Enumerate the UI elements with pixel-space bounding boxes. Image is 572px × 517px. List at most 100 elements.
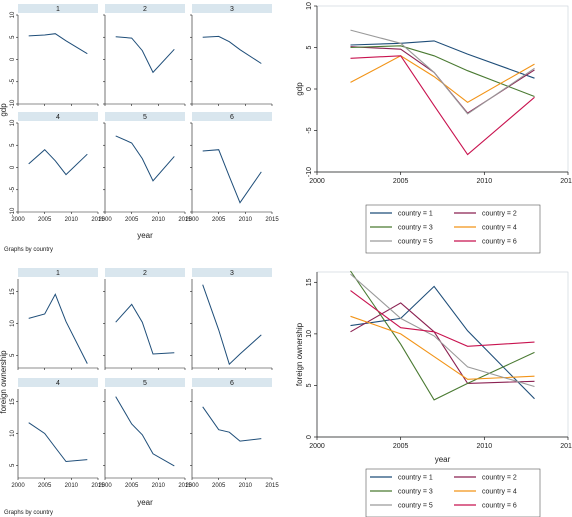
series-line-country-1 — [350, 285, 535, 400]
legend-label: country = 1 — [398, 475, 433, 482]
series-line-country-5 — [350, 273, 535, 388]
panel-header — [18, 378, 98, 387]
x-tick-label: 2015 — [265, 483, 279, 489]
x-tick-label: 2005 — [38, 483, 52, 489]
legend: country = 1 country = 2 country = 3 country… — [365, 468, 541, 517]
x-tick-label: 2000 — [309, 443, 325, 450]
x-tick-label: 2005 — [393, 178, 409, 185]
overlay-chart-3: 0 5 10 15 foreign ownership 2000 2005 2010 2015 y… — [295, 270, 572, 517]
legend-label: country = 5 — [398, 503, 433, 510]
y-tick-label: 10 — [10, 11, 16, 18]
x-tick-label: 2010 — [239, 217, 253, 223]
x-tick-label: 2015 — [560, 178, 572, 185]
x-tick-label: 2005 — [125, 217, 139, 223]
series-line-country-3 — [202, 35, 262, 64]
x-tick-label: 2005 — [212, 217, 226, 223]
y-axis-label: gdp — [295, 82, 304, 96]
legend: country = 1 country = 2 country = 3 country… — [365, 204, 541, 254]
x-tick-label: 2000 — [185, 217, 199, 223]
panel-title: 3 — [230, 270, 234, 277]
panel-header — [192, 378, 272, 387]
y-tick-label: -10 — [10, 99, 16, 108]
y-axis-label: foreign ownership — [0, 350, 8, 414]
panel-header — [105, 378, 185, 387]
x-axis-label: year — [435, 455, 451, 464]
x-tick-label: 2000 — [11, 217, 25, 223]
x-tick-label: 2000 — [98, 483, 112, 489]
panel-title: 2 — [143, 270, 147, 277]
small-multiples-0: 1 -10 -5 0 5 10 2 3 4 -10 -5 0 5 10 2000 2005 2010 2015 5 2… — [0, 4, 279, 253]
x-tick-label: 2000 — [11, 483, 25, 489]
series-line-country-6 — [202, 406, 262, 442]
legend-label: country = 4 — [482, 225, 517, 232]
series-line-country-6 — [202, 149, 262, 204]
series-line-country-2 — [115, 303, 175, 355]
y-axis-label: foreign ownership — [295, 322, 304, 386]
y-tick-label: 0 — [10, 165, 16, 169]
series-line-country-4 — [350, 55, 535, 103]
x-tick-label: 2010 — [65, 483, 79, 489]
x-tick-label: 2015 — [178, 483, 192, 489]
y-tick-label: -10 — [306, 167, 313, 177]
note-text: Graphs by country — [4, 510, 53, 516]
y-tick-label: 5 — [10, 35, 16, 39]
x-tick-label: 2015 — [91, 217, 105, 223]
x-tick-label: 2005 — [38, 217, 52, 223]
x-axis-label: year — [137, 498, 153, 507]
x-tick-label: 2015 — [91, 483, 105, 489]
x-tick-label: 2010 — [477, 178, 493, 185]
x-tick-label: 2010 — [239, 483, 253, 489]
y-tick-label: 5 — [10, 353, 16, 357]
y-tick-label: 10 — [10, 430, 16, 437]
y-tick-label: 5 — [306, 383, 313, 387]
series-line-country-5 — [115, 396, 175, 467]
y-tick-label: -5 — [10, 78, 16, 84]
x-tick-label: 2000 — [185, 483, 199, 489]
legend-label: country = 2 — [482, 475, 517, 482]
note-text: Graphs by country — [4, 247, 53, 253]
x-tick-label: 2000 — [98, 217, 112, 223]
series-line-country-4 — [28, 422, 88, 463]
legend-label: country = 1 — [398, 211, 433, 218]
legend-box — [365, 468, 541, 517]
y-tick-label: 10 — [10, 320, 16, 327]
legend-label: country = 3 — [398, 225, 433, 232]
y-axis-label: gdp — [0, 103, 8, 117]
x-tick-label: 2010 — [152, 483, 166, 489]
y-tick-label: 10 — [306, 330, 313, 338]
panel-header — [192, 268, 272, 277]
y-tick-label: -5 — [306, 127, 313, 133]
x-tick-label: 2010 — [152, 217, 166, 223]
x-tick-label: 2005 — [125, 483, 139, 489]
legend-label: country = 2 — [482, 211, 517, 218]
y-tick-label: 15 — [306, 278, 313, 286]
series-line-country-2 — [115, 36, 175, 74]
panel-title: 5 — [143, 380, 147, 387]
x-tick-label: 2015 — [178, 217, 192, 223]
y-tick-label: 15 — [10, 398, 16, 405]
y-tick-label: 5 — [306, 45, 313, 49]
series-line-country-6 — [350, 55, 535, 156]
panel-title: 6 — [230, 114, 234, 121]
panel-header — [105, 112, 185, 121]
y-tick-label: 0 — [306, 435, 313, 439]
series-line-country-1 — [28, 293, 88, 364]
series-line-country-5 — [115, 135, 175, 182]
y-tick-label: 0 — [306, 87, 313, 91]
x-tick-label: 2010 — [477, 443, 493, 450]
series-line-country-6 — [350, 290, 535, 347]
series-line-country-4 — [28, 149, 88, 176]
legend-label: country = 4 — [482, 489, 517, 496]
overlay-chart-1: -10-50510gdp2000200520102015country = 1c… — [295, 2, 572, 254]
panel-title: 4 — [56, 380, 60, 387]
panel-title: 6 — [230, 380, 234, 387]
panel-header — [192, 112, 272, 121]
legend-label: country = 5 — [398, 239, 433, 246]
y-tick-label: 10 — [306, 2, 313, 10]
panel-title: 2 — [143, 6, 147, 13]
panel-header — [18, 268, 98, 277]
x-tick-label: 2005 — [393, 443, 409, 450]
x-axis-label: year — [137, 231, 153, 240]
